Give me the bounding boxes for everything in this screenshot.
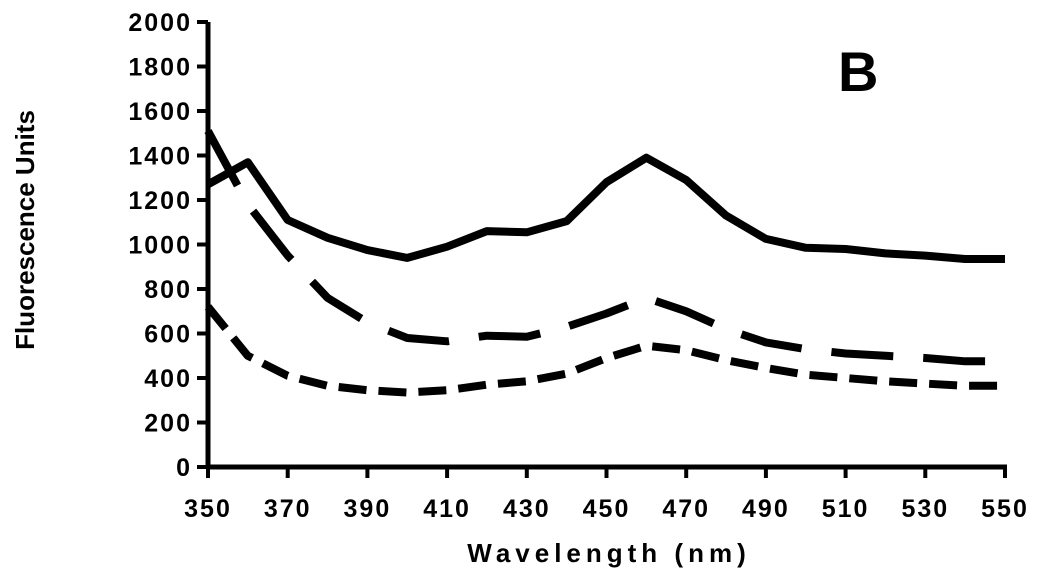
y-tick-label: 600 — [144, 321, 192, 349]
y-tick-label: 2000 — [128, 9, 192, 37]
y-tick-label: 200 — [144, 410, 192, 438]
tick-labels: 0 200 400 600 800 1000 1200 1400 1600 1800 2000 350… — [128, 9, 1029, 523]
y-tick-label: 1600 — [128, 98, 192, 126]
x-tick-label: 430 — [503, 495, 551, 523]
x-axis-title: Wavelength (nm) — [467, 538, 750, 568]
x-tick-label: 390 — [344, 495, 392, 523]
x-tick-label: 470 — [662, 495, 710, 523]
x-tick-label: 550 — [981, 495, 1029, 523]
axes — [197, 20, 1007, 478]
y-tick-label: 0 — [176, 454, 192, 482]
y-tick-label: 1400 — [128, 143, 192, 171]
x-tick-label: 530 — [901, 495, 949, 523]
x-tick-label: 370 — [264, 495, 312, 523]
panel-label: B — [838, 40, 878, 103]
x-tick-label: 510 — [822, 495, 870, 523]
x-tick-label: 410 — [423, 495, 471, 523]
x-tick-label: 350 — [184, 495, 232, 523]
series-line-solid — [206, 153, 1005, 263]
y-tick-label: 1800 — [128, 54, 192, 82]
series-lines — [204, 129, 1005, 397]
y-tick-label: 1000 — [128, 232, 192, 260]
y-tick-label: 800 — [144, 276, 192, 304]
y-tick-label: 1200 — [128, 187, 192, 215]
y-tick-label: 400 — [144, 365, 192, 393]
series-line-long-dash — [204, 129, 1005, 366]
x-tick-label: 450 — [583, 495, 631, 523]
series-line-short-dash — [204, 304, 1005, 397]
x-tick-label: 490 — [742, 495, 790, 523]
y-axis-title: Fluorescence Units — [10, 110, 40, 350]
